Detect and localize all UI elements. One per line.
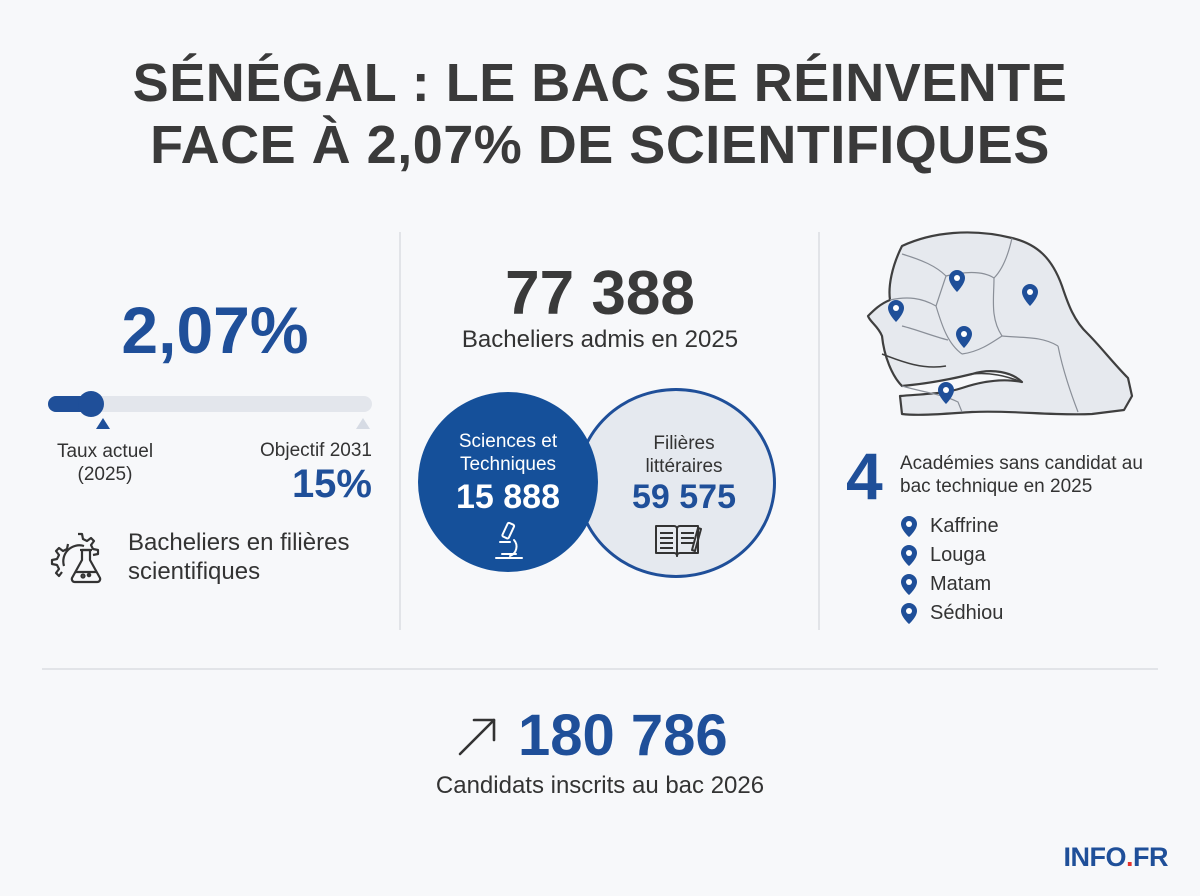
academies-count: 4: [846, 439, 883, 513]
column-divider-right: [818, 232, 820, 630]
title-line-2: FACE À 2,07% DE SCIENTIFIQUES: [150, 115, 1050, 175]
admitted-label: Bacheliers admis en 2025: [461, 326, 739, 353]
brand-dot: .: [1125, 842, 1134, 872]
location-pin-icon: [901, 544, 917, 566]
list-item: Matam: [900, 570, 1003, 599]
list-item: Louga: [900, 541, 1003, 570]
progress-knob: [78, 391, 104, 417]
science-rate-description: Bacheliers en filières scientifiques: [128, 529, 350, 585]
current-rate-label: Taux actuel (2025): [56, 441, 154, 485]
candidates-label: Candidats inscrits au bac 2026: [435, 772, 765, 799]
current-marker: [96, 418, 110, 429]
senegal-map: [866, 231, 1134, 416]
brand-main: INFO: [1063, 842, 1126, 872]
goal-label: Objectif 2031: [260, 440, 372, 461]
brand-logo[interactable]: INFO.FR: [1063, 842, 1168, 873]
list-item: Sédhiou: [900, 599, 1003, 628]
goal-value: 15%: [291, 462, 372, 506]
academy-name: Sédhiou: [930, 602, 1004, 624]
trend-up-arrow-icon: [458, 718, 496, 756]
goal-marker: [356, 418, 370, 429]
candidates-value: 180 786: [518, 703, 728, 768]
location-pin-icon: [901, 573, 917, 595]
gear-flask-icon: [50, 532, 102, 584]
literary-track-value: 59 575: [632, 478, 736, 516]
title-line-1: SÉNÉGAL : LE BAC SE RÉINVENTE: [132, 53, 1068, 113]
admitted-total: 77 388: [505, 259, 695, 328]
progress-track: [48, 391, 372, 417]
science-track-label: Sciences et Techniques: [458, 431, 558, 475]
literary-track-label: Filières littéraires: [645, 433, 723, 477]
brand-tld: FR: [1133, 842, 1169, 872]
location-pin-icon: [901, 515, 917, 537]
page-title: SÉNÉGAL : LE BAC SE RÉINVENTE FACE À 2,0…: [0, 52, 1200, 176]
academy-name: Louga: [930, 544, 986, 566]
science-rate-value: 2,07%: [121, 293, 309, 367]
science-track-value: 15 888: [456, 478, 560, 516]
book-icon: [655, 525, 702, 557]
section-divider: [42, 668, 1158, 670]
academy-name: Matam: [930, 573, 992, 595]
location-pin-icon: [901, 602, 917, 624]
column-divider-left: [399, 232, 401, 630]
academies-list: Kaffrine Louga Matam Sédhiou: [900, 512, 1003, 628]
academy-name: Kaffrine: [930, 515, 999, 537]
academies-label: Académies sans candidat au bac technique…: [900, 453, 1143, 497]
microscope-icon: [495, 521, 523, 559]
list-item: Kaffrine: [900, 512, 1003, 541]
